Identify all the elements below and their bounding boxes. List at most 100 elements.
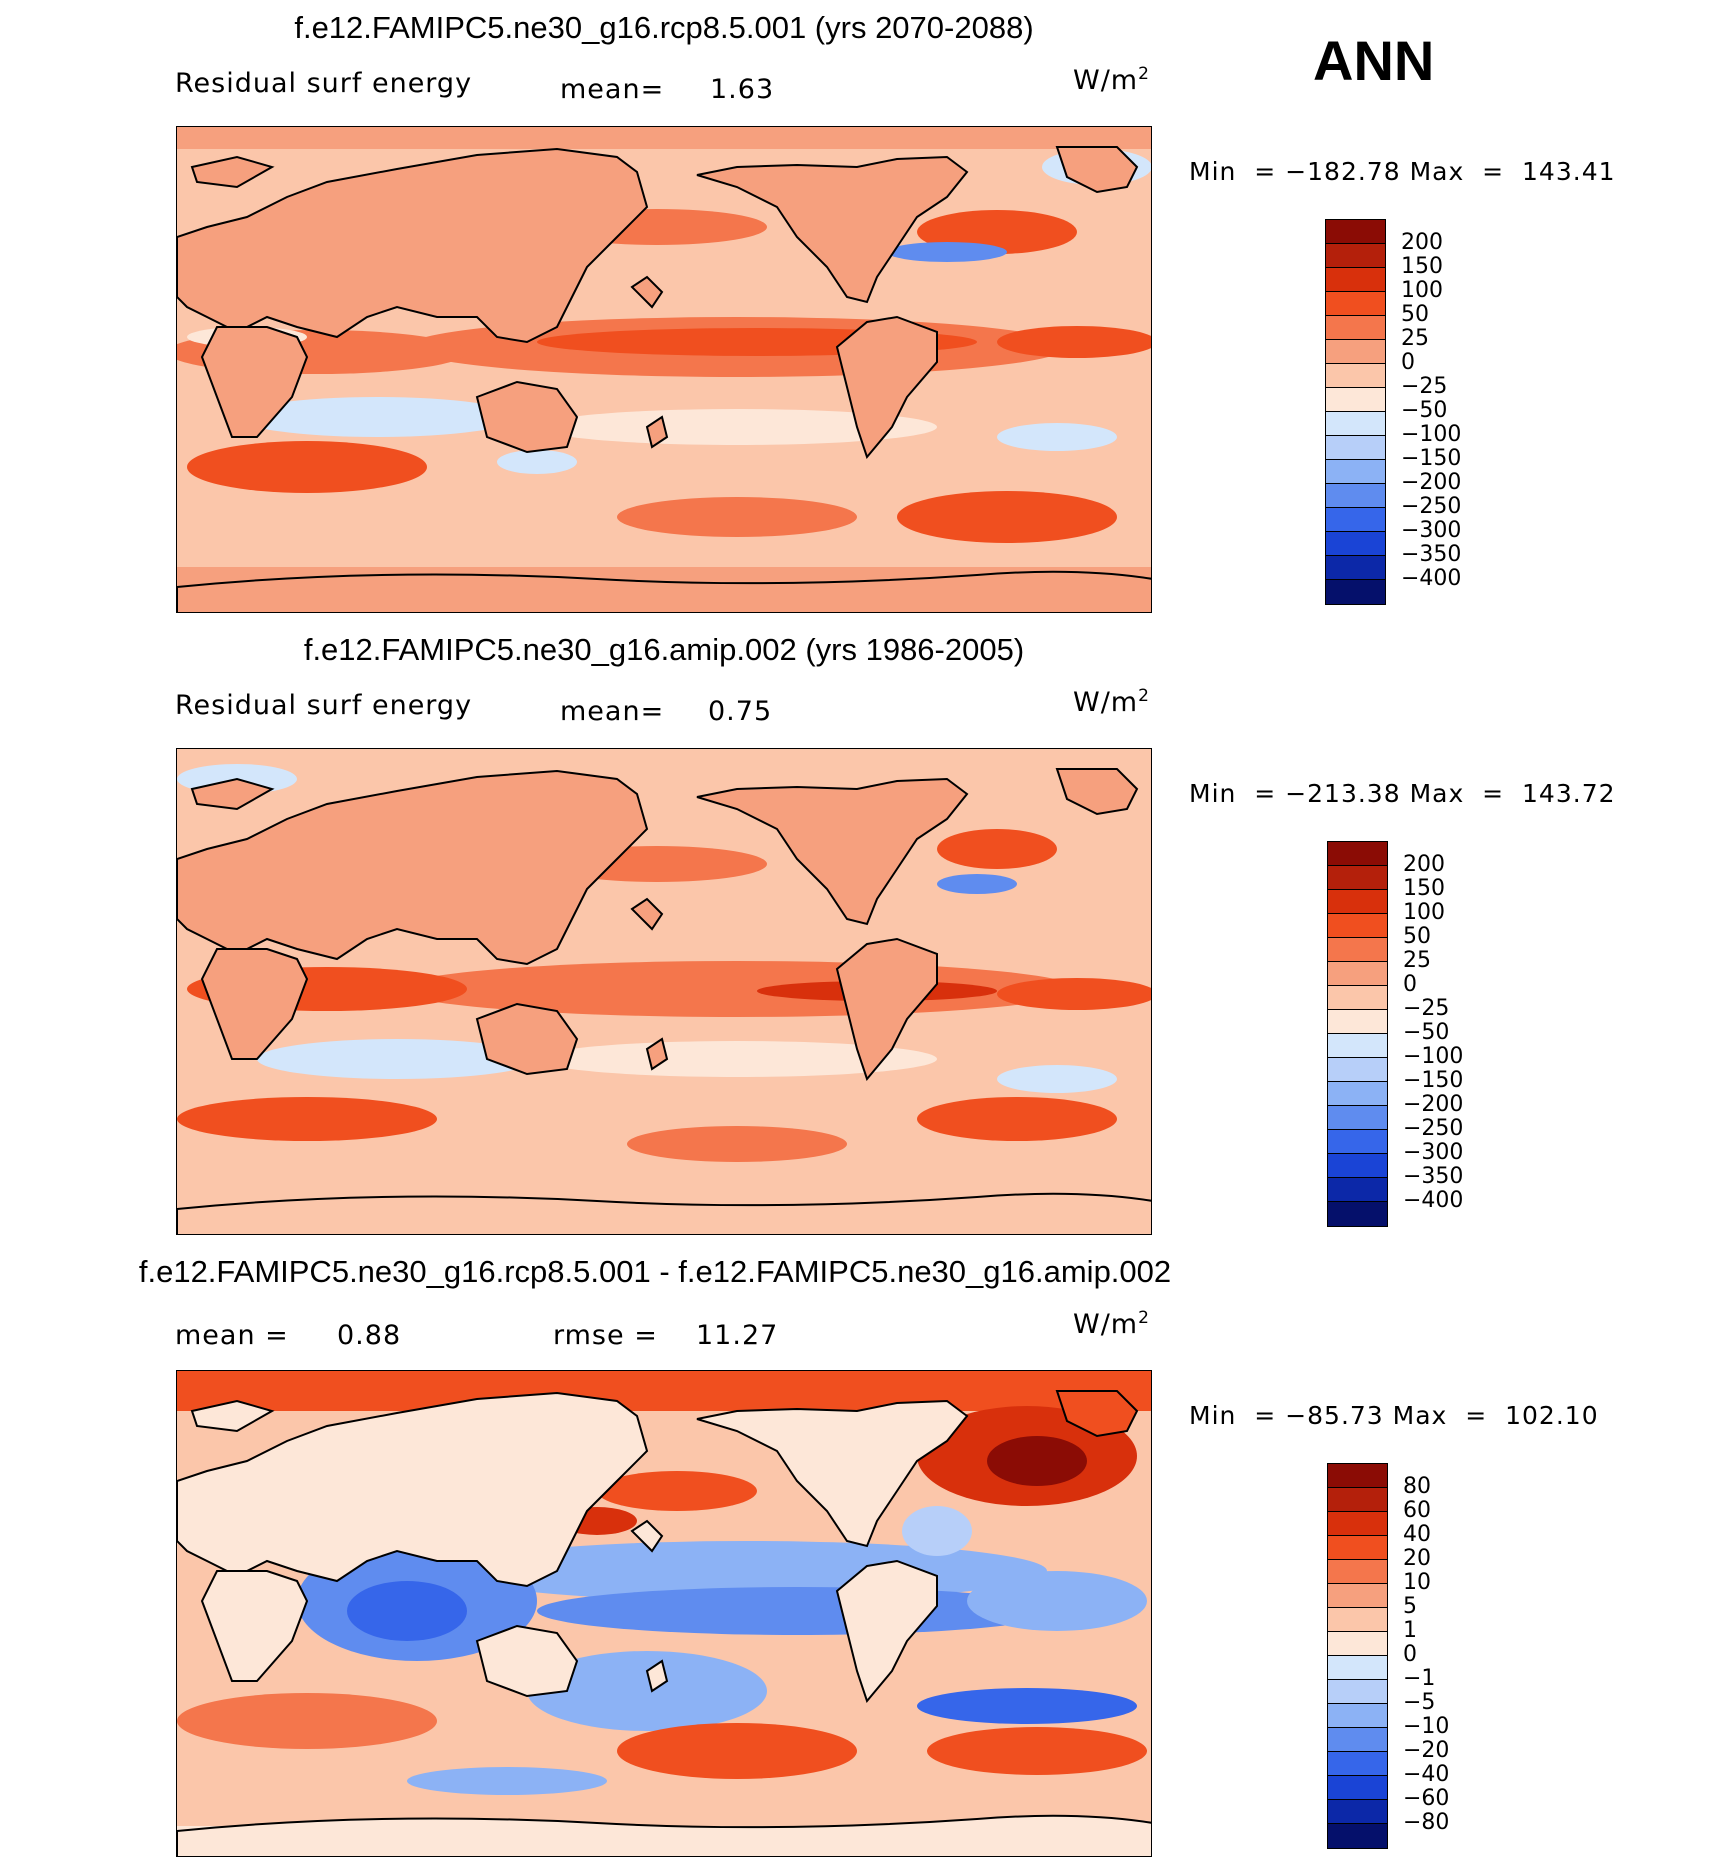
colorbar-level-label: 100 — [1401, 278, 1443, 303]
colorbar-swatch — [1328, 1680, 1387, 1704]
south-america — [835, 937, 938, 1082]
colorbar-level-label: 0 — [1403, 972, 1417, 997]
greenland — [1055, 768, 1139, 816]
colorbar-level-label: −1 — [1403, 1666, 1436, 1691]
colorbar-swatch — [1328, 1106, 1387, 1130]
colorbar-swatch — [1326, 580, 1385, 604]
panel-3-rmse-label: rmse = — [553, 1320, 658, 1351]
colorbar-swatch — [1326, 244, 1385, 268]
colorbar-level-label: −250 — [1403, 1116, 1464, 1141]
north-america — [696, 155, 969, 304]
colorbar-level-label: −200 — [1403, 1092, 1464, 1117]
colorbar-swatch — [1326, 532, 1385, 556]
colorbar-level-label: −350 — [1403, 1164, 1464, 1189]
colorbar-level-label: −60 — [1403, 1786, 1450, 1811]
colorbar-level-label: −150 — [1403, 1068, 1464, 1093]
colorbar-level-label: −100 — [1401, 422, 1462, 447]
panel-1-mean-value: 1.63 — [710, 74, 775, 105]
colorbar-swatch — [1328, 1034, 1387, 1058]
continents — [177, 1390, 1151, 1856]
colorbar-level-label: 20 — [1403, 1546, 1431, 1571]
colorbar-level-label: −400 — [1403, 1188, 1464, 1213]
contour-bands — [177, 1371, 1151, 1856]
panel-1-units: W/m2 — [1073, 64, 1150, 96]
colorbar-swatch — [1326, 460, 1385, 484]
panel-1-variable: Residual surf energy — [175, 68, 473, 99]
panel-1-colorbar — [1325, 219, 1386, 605]
panel-1-title: f.e12.FAMIPC5.ne30_g16.rcp8.5.001 (yrs 2… — [294, 10, 1034, 45]
colorbar-swatch — [1328, 1488, 1387, 1512]
north-america — [696, 1399, 969, 1548]
australia — [475, 380, 579, 454]
colorbar-level-label: −150 — [1401, 446, 1462, 471]
japan — [630, 897, 664, 931]
colorbar-swatch — [1328, 1464, 1387, 1488]
antarctica — [177, 1814, 1151, 1856]
colorbar-swatch — [1326, 556, 1385, 580]
panel-3-map — [176, 1370, 1152, 1857]
colorbar-swatch — [1328, 1752, 1387, 1776]
colorbar-level-label: 5 — [1403, 1594, 1417, 1619]
panel-1-minmax: Min = −182.78 Max = 143.41 — [1189, 157, 1616, 186]
panel-2-units: W/m2 — [1073, 686, 1150, 718]
colorbar-level-label: −250 — [1401, 494, 1462, 519]
south-america — [835, 1559, 938, 1704]
colorbar-level-label: −25 — [1403, 996, 1450, 1021]
colorbar-swatch — [1326, 292, 1385, 316]
panel-3-mean-label: mean = — [175, 1320, 289, 1351]
panel-1-map — [176, 126, 1152, 613]
colorbar-level-label: −100 — [1403, 1044, 1464, 1069]
africa — [200, 1570, 309, 1682]
new-zealand — [645, 1037, 669, 1071]
colorbar-level-label: 200 — [1403, 852, 1445, 877]
australia — [475, 1002, 579, 1076]
colorbar-swatch — [1328, 1202, 1387, 1226]
colorbar-swatch — [1326, 268, 1385, 292]
panel-2-mean-label: mean= — [560, 696, 665, 727]
colorbar-swatch — [1328, 1130, 1387, 1154]
japan — [630, 275, 664, 309]
colorbar-level-label: −20 — [1403, 1738, 1450, 1763]
africa — [200, 948, 309, 1060]
colorbar-swatch — [1328, 890, 1387, 914]
colorbar-swatch — [1328, 914, 1387, 938]
colorbar-level-label: −350 — [1401, 542, 1462, 567]
colorbar-level-label: 150 — [1403, 876, 1445, 901]
colorbar-swatch — [1328, 1536, 1387, 1560]
colorbar-swatch — [1328, 986, 1387, 1010]
colorbar-level-label: 0 — [1403, 1642, 1417, 1667]
colorbar-level-label: 10 — [1403, 1570, 1431, 1595]
colorbar-level-label: 150 — [1401, 254, 1443, 279]
colorbar-swatch — [1328, 1010, 1387, 1034]
colorbar-swatch — [1328, 1800, 1387, 1824]
colorbar-level-label: 60 — [1403, 1498, 1431, 1523]
colorbar-level-label: −50 — [1403, 1020, 1450, 1045]
colorbar-swatch — [1328, 1656, 1387, 1680]
scandinavia — [190, 155, 275, 189]
colorbar-level-label: 25 — [1403, 948, 1431, 973]
antarctica — [177, 1192, 1151, 1234]
colorbar-swatch — [1328, 1632, 1387, 1656]
panel-2-title: f.e12.FAMIPC5.ne30_g16.amip.002 (yrs 198… — [303, 632, 1025, 667]
colorbar-swatch — [1328, 1512, 1387, 1536]
colorbar-swatch — [1328, 842, 1387, 866]
north-america — [696, 777, 969, 926]
panel-3-colorbar — [1327, 1463, 1388, 1849]
panel-3-mean-value: 0.88 — [337, 1320, 402, 1351]
colorbar-level-label: −400 — [1401, 566, 1462, 591]
colorbar-swatch — [1328, 1560, 1387, 1584]
colorbar-level-label: 25 — [1401, 326, 1429, 351]
colorbar-swatch — [1326, 436, 1385, 460]
panel-2-variable: Residual surf energy — [175, 690, 473, 721]
scandinavia — [190, 777, 275, 811]
new-zealand — [645, 415, 669, 449]
panel-1-mean-label: mean= — [560, 74, 665, 105]
colorbar-level-label: 80 — [1403, 1474, 1431, 1499]
africa — [200, 326, 309, 438]
season-label: ANN — [1313, 29, 1435, 92]
colorbar-level-label: 0 — [1401, 350, 1415, 375]
colorbar-swatch — [1326, 316, 1385, 340]
colorbar-swatch — [1326, 220, 1385, 244]
panel-3-minmax: Min = −85.73 Max = 102.10 — [1189, 1401, 1599, 1430]
panel-2-minmax: Min = −213.38 Max = 143.72 — [1189, 779, 1616, 808]
